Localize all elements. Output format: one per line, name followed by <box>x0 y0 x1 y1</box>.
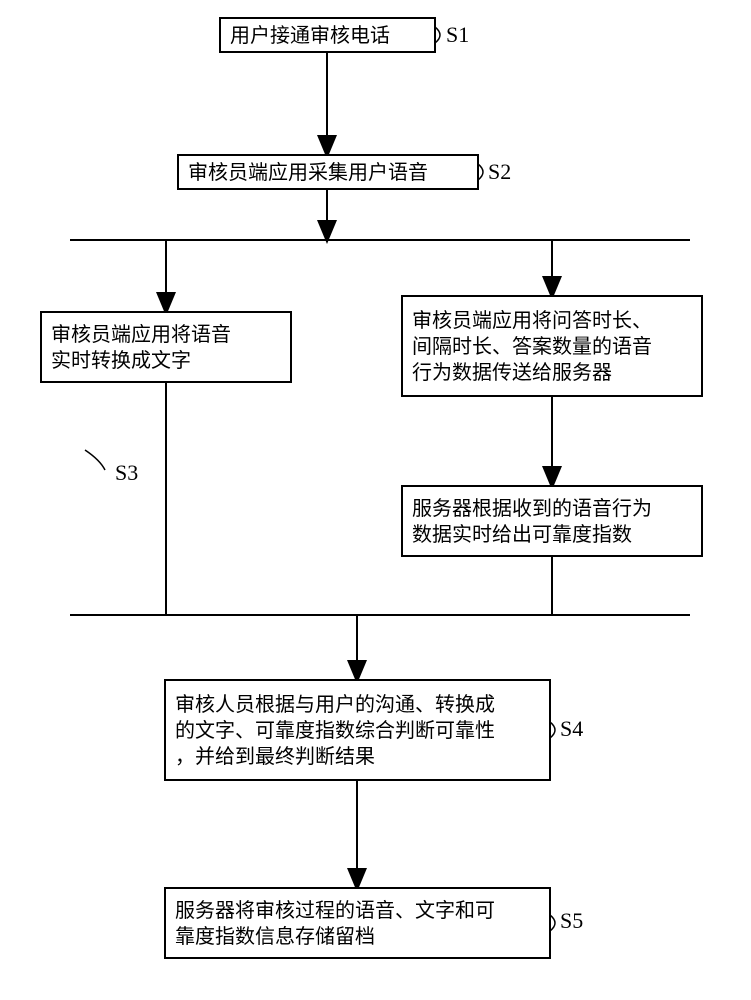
flow-box-text-s5-0: 服务器将审核过程的语音、文字和可 <box>175 899 495 922</box>
step-label-s5: S5 <box>560 908 583 933</box>
step-label-s2: S2 <box>488 159 511 184</box>
step-label-s1: S1 <box>446 22 469 47</box>
flow-box-text-s3r-2: 行为数据传送给服务器 <box>412 361 612 384</box>
flow-box-text-s3l-0: 审核员端应用将语音 <box>51 323 231 346</box>
step-label-s3: S3 <box>115 460 138 485</box>
step-label-s4: S4 <box>560 716 583 741</box>
flow-box-text-s1-0: 用户接通审核电话 <box>230 24 390 47</box>
flow-box-text-s4-1: 的文字、可靠度指数综合判断可靠性 <box>175 719 495 742</box>
flow-box-text-s4-0: 审核人员根据与用户的沟通、转换成 <box>175 693 495 716</box>
flow-box-text-s5-1: 靠度指数信息存储留档 <box>175 925 375 948</box>
flow-box-text-s3r-1: 间隔时长、答案数量的语音 <box>412 335 652 358</box>
flow-box-text-s3l-1: 实时转换成文字 <box>51 349 191 372</box>
flow-box-text-s3r2-1: 数据实时给出可靠度指数 <box>412 523 632 546</box>
flow-box-text-s3r-0: 审核员端应用将问答时长、 <box>412 309 652 332</box>
flow-box-text-s3r2-0: 服务器根据收到的语音行为 <box>412 497 652 520</box>
label-curve-s3 <box>85 450 105 470</box>
flow-box-text-s2-0: 审核员端应用采集用户语音 <box>188 161 428 184</box>
flow-box-text-s4-2: ，并给到最终判断结果 <box>175 745 375 768</box>
